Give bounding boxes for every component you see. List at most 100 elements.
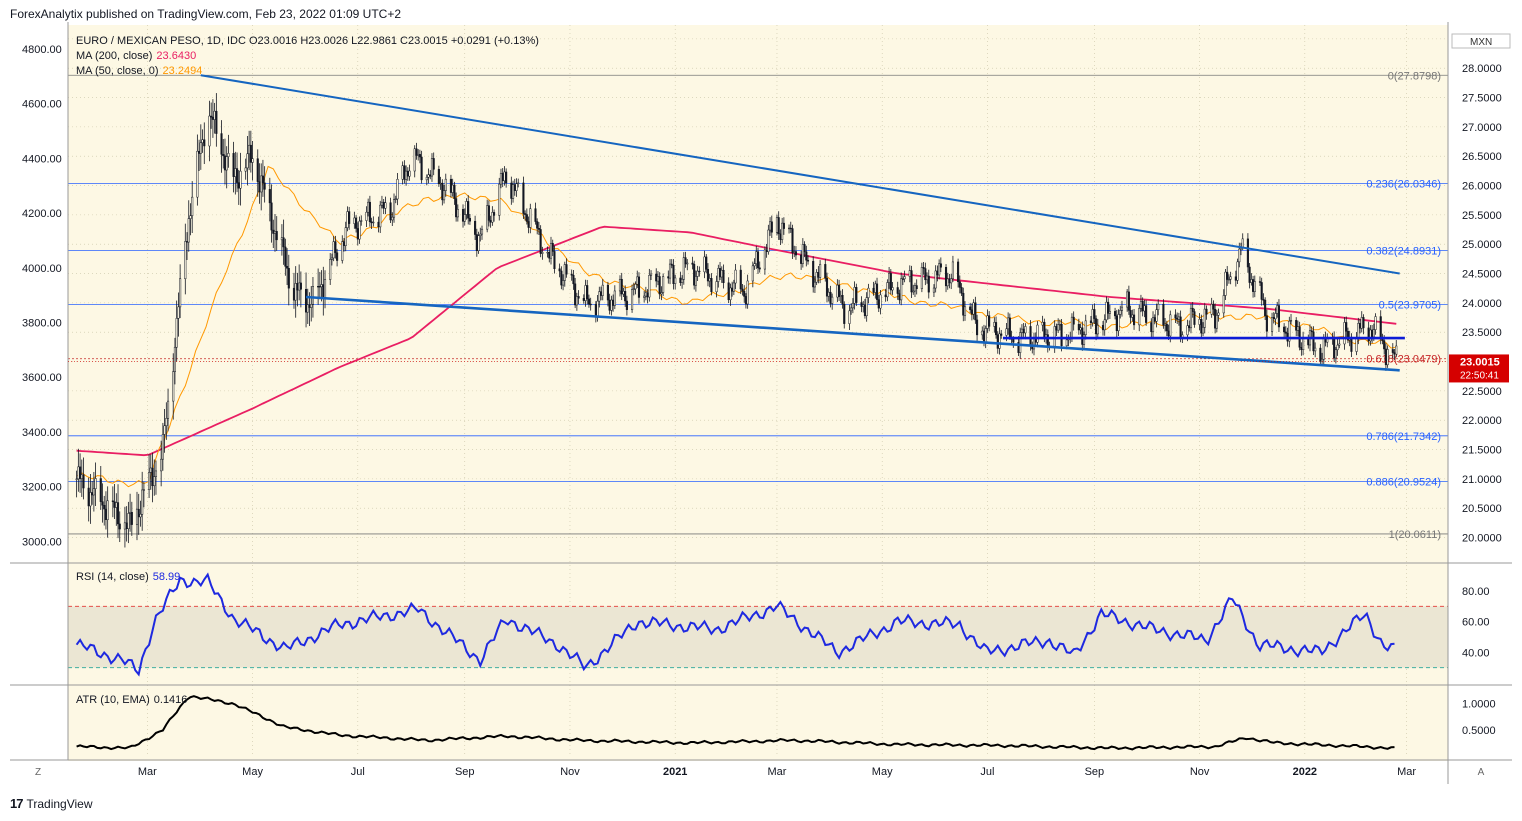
candle-body — [926, 275, 929, 281]
rsi-legend: RSI (14, close) 58.99 — [76, 570, 180, 585]
candle-body — [372, 221, 375, 224]
candle-body — [1188, 325, 1191, 329]
candle-body — [246, 153, 249, 169]
candle-body — [927, 275, 930, 293]
candle-body — [329, 259, 332, 280]
ma200-path — [76, 225, 1397, 457]
rsi-label[interactable]: RSI (14, close) — [76, 571, 149, 583]
candle-body — [1114, 311, 1117, 317]
candle-body — [972, 302, 975, 315]
fib-level-label: 0.382(24.8931) — [1366, 245, 1441, 257]
candle-body — [986, 315, 989, 329]
candle-body — [382, 201, 385, 209]
candle-body — [1022, 328, 1025, 334]
candle-body — [1189, 307, 1193, 329]
candle-body — [417, 154, 420, 156]
candle-body — [282, 237, 285, 248]
footer-brand[interactable]: 17 TradingView — [10, 796, 93, 811]
candle-body — [116, 502, 120, 525]
candle-body — [648, 275, 651, 298]
candle-body — [672, 264, 675, 284]
candle-body — [884, 294, 887, 298]
candle-body — [1312, 331, 1315, 352]
candle-body — [860, 302, 863, 307]
candle-body — [444, 178, 447, 191]
candle-body — [598, 291, 601, 302]
symbol-title[interactable]: EURO / MEXICAN PESO, 1D, IDC — [76, 35, 246, 47]
candle-body — [741, 288, 744, 292]
log-scale-button[interactable]: Z — [34, 766, 42, 778]
candle-body — [1167, 330, 1170, 337]
candle-body — [788, 227, 791, 230]
candle-body — [575, 296, 578, 306]
candle-body — [286, 266, 289, 269]
candle-body — [586, 285, 589, 300]
candle-body — [782, 222, 785, 229]
axes: 28.500028.000027.500027.000026.500026.00… — [10, 22, 1512, 784]
time-tick-label: 2022 — [1293, 766, 1317, 778]
candle-body — [944, 267, 948, 287]
candle-body — [420, 156, 423, 181]
candle-body — [924, 268, 927, 281]
candle-body — [625, 300, 628, 310]
time-tick-label: May — [242, 766, 263, 778]
candle-body — [1338, 343, 1341, 346]
candle-body — [1115, 315, 1118, 332]
candle-body — [294, 283, 297, 301]
candle-body — [461, 209, 465, 222]
auto-scale-button[interactable]: A — [1477, 766, 1485, 778]
candle-body — [487, 205, 490, 221]
ohlc-values: O23.0016 H23.0026 L22.9861 C23.0015 +0.0… — [248, 35, 539, 47]
candle-body — [903, 276, 906, 280]
candle-body — [599, 291, 603, 296]
candle-body — [988, 315, 991, 327]
fib-level-label: 0.618(23.0479) — [1366, 354, 1441, 366]
ma50-label[interactable]: MA (50, close, 0) — [76, 65, 159, 77]
candle-body — [655, 273, 658, 282]
candle-body — [189, 215, 192, 219]
price-tick-label: 25.0000 — [1462, 239, 1502, 251]
candle-body — [1005, 328, 1008, 336]
candle-body — [932, 287, 936, 293]
candle-body — [1302, 337, 1305, 350]
candle-body — [722, 269, 725, 284]
candle-body — [318, 286, 321, 288]
candle-body — [636, 276, 639, 285]
candle-body — [637, 276, 641, 298]
trendlines[interactable] — [200, 74, 1405, 372]
candle-body — [620, 278, 623, 295]
candle-body — [503, 171, 506, 182]
candle-body — [1000, 333, 1003, 336]
candle-body — [717, 268, 720, 282]
candle-body — [851, 303, 854, 309]
candle-body — [889, 273, 892, 291]
candle-body — [541, 252, 544, 254]
candle-body — [775, 217, 779, 233]
candle-body — [1258, 281, 1262, 283]
candle-body — [153, 476, 156, 487]
candle-countdown: 22:50:41 — [1460, 370, 1499, 381]
candle-body — [1176, 317, 1179, 320]
candle-body — [853, 287, 856, 304]
left-tick-label: 4400.00 — [22, 153, 62, 165]
candle-body — [449, 178, 452, 193]
atr-label[interactable]: ATR (10, EMA) — [76, 694, 150, 706]
candle-body — [310, 304, 313, 308]
ma200-label[interactable]: MA (200, close) — [76, 50, 153, 62]
candle-body — [660, 292, 663, 295]
atr-tick-label: 0.5000 — [1462, 725, 1496, 737]
atr-path — [76, 695, 1395, 751]
price-tick-label: 25.5000 — [1462, 210, 1502, 222]
candle-body — [1264, 299, 1267, 317]
candle-body — [1029, 326, 1032, 347]
candle-body — [650, 273, 653, 276]
candle-body — [1246, 238, 1249, 268]
candle-body — [1283, 326, 1286, 333]
candle-body — [962, 292, 965, 316]
candle-body — [1284, 331, 1287, 334]
candle-body — [682, 257, 685, 280]
candle-body — [1296, 326, 1299, 331]
candle-body — [1393, 352, 1396, 355]
candle-body — [467, 201, 470, 219]
